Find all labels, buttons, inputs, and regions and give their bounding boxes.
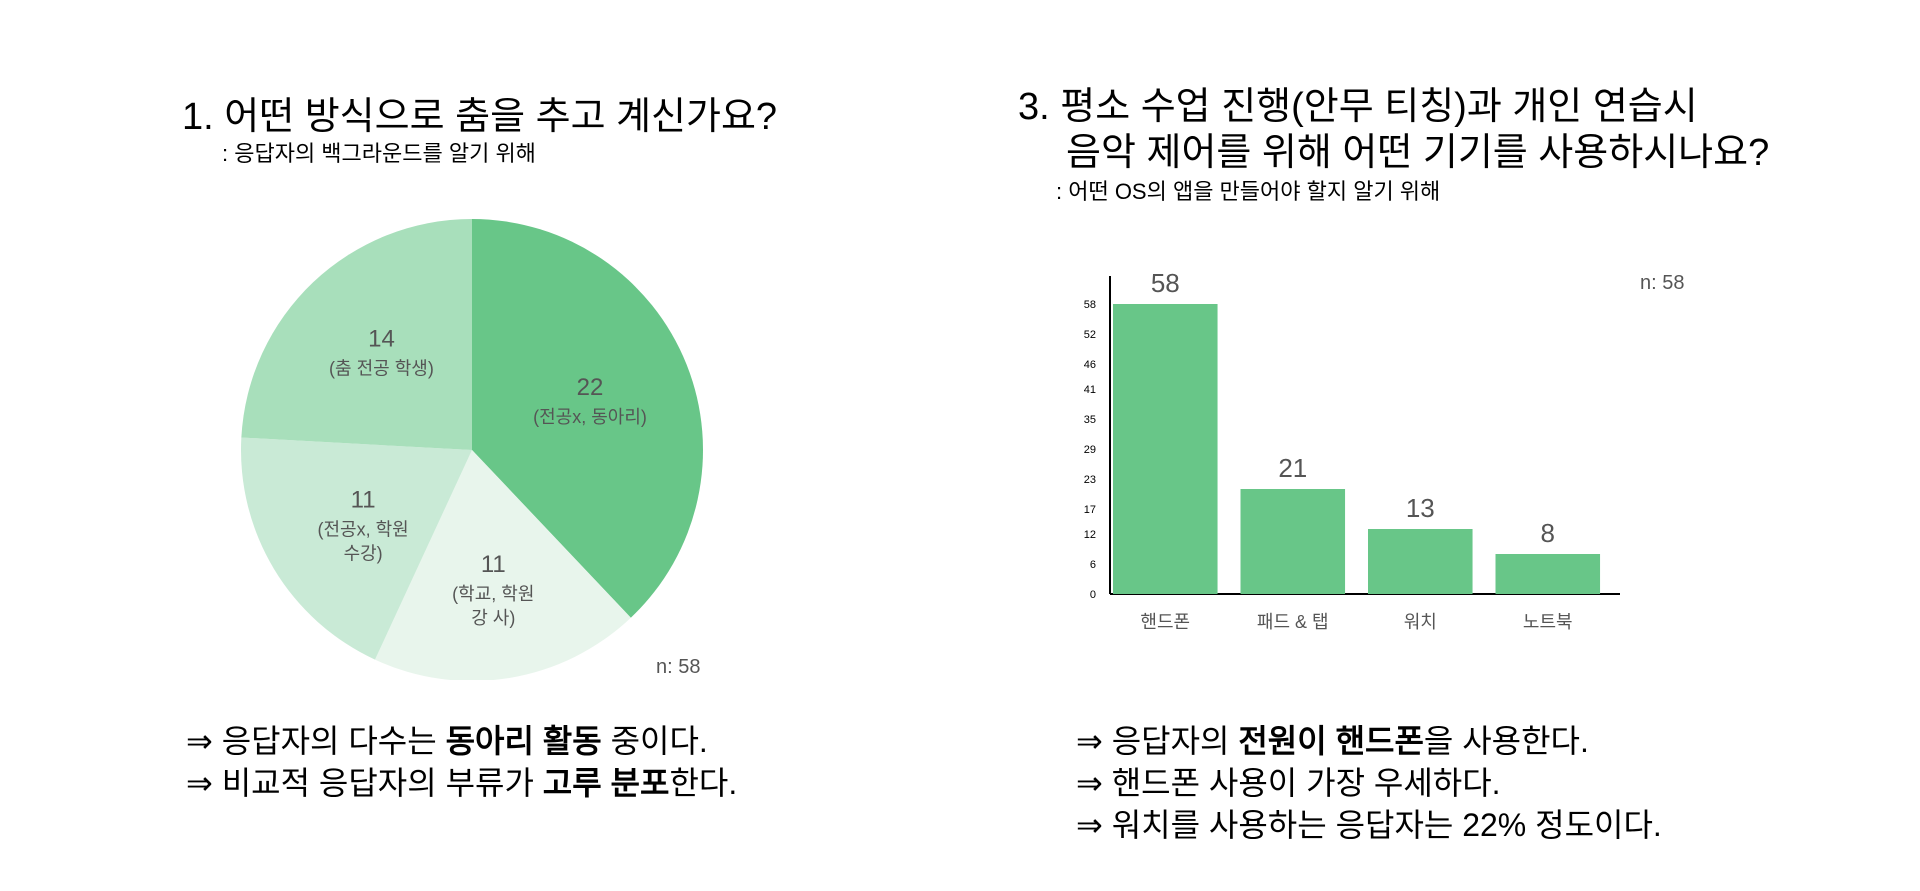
question-3-title-line-2: 음악 제어를 위해 어떤 기기를 사용하시나요? bbox=[1066, 132, 1770, 174]
pie-slice-value: 14 bbox=[368, 325, 395, 352]
y-tick-label: 41 bbox=[1084, 384, 1096, 396]
bar bbox=[1240, 489, 1346, 594]
y-tick-label: 17 bbox=[1084, 504, 1096, 516]
x-tick-label: 노트북 bbox=[1523, 612, 1573, 630]
pie-slice-label: (학교, 학원 bbox=[452, 584, 534, 604]
right-conclusion-1: ⇒ 응답자의 전원이 핸드폰을 사용한다. bbox=[1076, 723, 1589, 759]
question-1-title: 1. 어떤 방식으로 춤을 추고 계신가요? bbox=[182, 96, 778, 138]
pie-slice-value: 22 bbox=[577, 374, 604, 401]
y-tick-label: 29 bbox=[1084, 444, 1096, 456]
right-conclusion-2: ⇒ 핸드폰 사용이 가장 우세하다. bbox=[1076, 765, 1501, 801]
pie-slice-value: 11 bbox=[481, 551, 506, 578]
pie-slice-label: (전공x, 동아리) bbox=[533, 407, 647, 427]
pie-n-count: n: 58 bbox=[656, 656, 701, 678]
bar bbox=[1495, 554, 1601, 594]
question-1-subtitle: : 응답자의 백그라운드를 알기 위해 bbox=[222, 141, 536, 166]
x-tick-label: 워치 bbox=[1404, 612, 1437, 630]
bar-value-label: 58 bbox=[1151, 268, 1180, 298]
x-tick-label: 핸드폰 bbox=[1140, 612, 1190, 630]
y-tick-label: 46 bbox=[1084, 359, 1096, 371]
pie-slice-label: (전공x, 학원 bbox=[318, 520, 409, 540]
left-conclusion-1: ⇒ 응답자의 다수는 동아리 활동 중이다. bbox=[186, 723, 708, 759]
y-tick-label: 0 bbox=[1090, 589, 1096, 601]
y-tick-label: 58 bbox=[1084, 299, 1096, 311]
bar-value-label: 21 bbox=[1278, 453, 1307, 483]
y-tick-label: 23 bbox=[1084, 474, 1096, 486]
pie-slice bbox=[241, 437, 472, 660]
left-conclusion-2: ⇒ 비교적 응답자의 부류가 고루 분포한다. bbox=[186, 765, 738, 801]
bar-value-label: 13 bbox=[1406, 493, 1435, 523]
bar bbox=[1113, 304, 1218, 594]
bar bbox=[1368, 529, 1473, 594]
question-3-title-line-1: 3. 평소 수업 진행(안무 티칭)과 개인 연습시 bbox=[1018, 86, 1698, 128]
y-tick-label: 52 bbox=[1084, 329, 1096, 341]
y-tick-label: 35 bbox=[1084, 414, 1096, 426]
right-conclusion-3: ⇒ 워치를 사용하는 응답자는 22% 정도이다. bbox=[1076, 807, 1662, 843]
pie-slice-label: (춤 전공 학생) bbox=[329, 358, 434, 378]
bar-chart: 0 6 12 17 23 29 35 41 46 52 58 58 핸드폰 21 패드 & 탭 13 워치 8 노트… bbox=[1084, 268, 1620, 630]
question-3-subtitle: : 어떤 OS의 앱을 만들어야 할지 알기 위해 bbox=[1056, 179, 1441, 204]
pie-slice-value: 11 bbox=[351, 487, 376, 514]
y-tick-label: 12 bbox=[1084, 529, 1096, 541]
pie-slice-label: 수강) bbox=[344, 544, 383, 564]
y-tick-label: 6 bbox=[1090, 559, 1096, 571]
pie-slice bbox=[241, 218, 472, 450]
pie-slice bbox=[375, 450, 631, 680]
x-tick-label: 패드 & 탭 bbox=[1257, 612, 1329, 630]
pie-slice-label: 강 사) bbox=[471, 608, 515, 628]
bar-value-label: 8 bbox=[1541, 518, 1555, 548]
pie-slice bbox=[472, 219, 703, 618]
bar-n-count: n: 58 bbox=[1640, 272, 1685, 294]
